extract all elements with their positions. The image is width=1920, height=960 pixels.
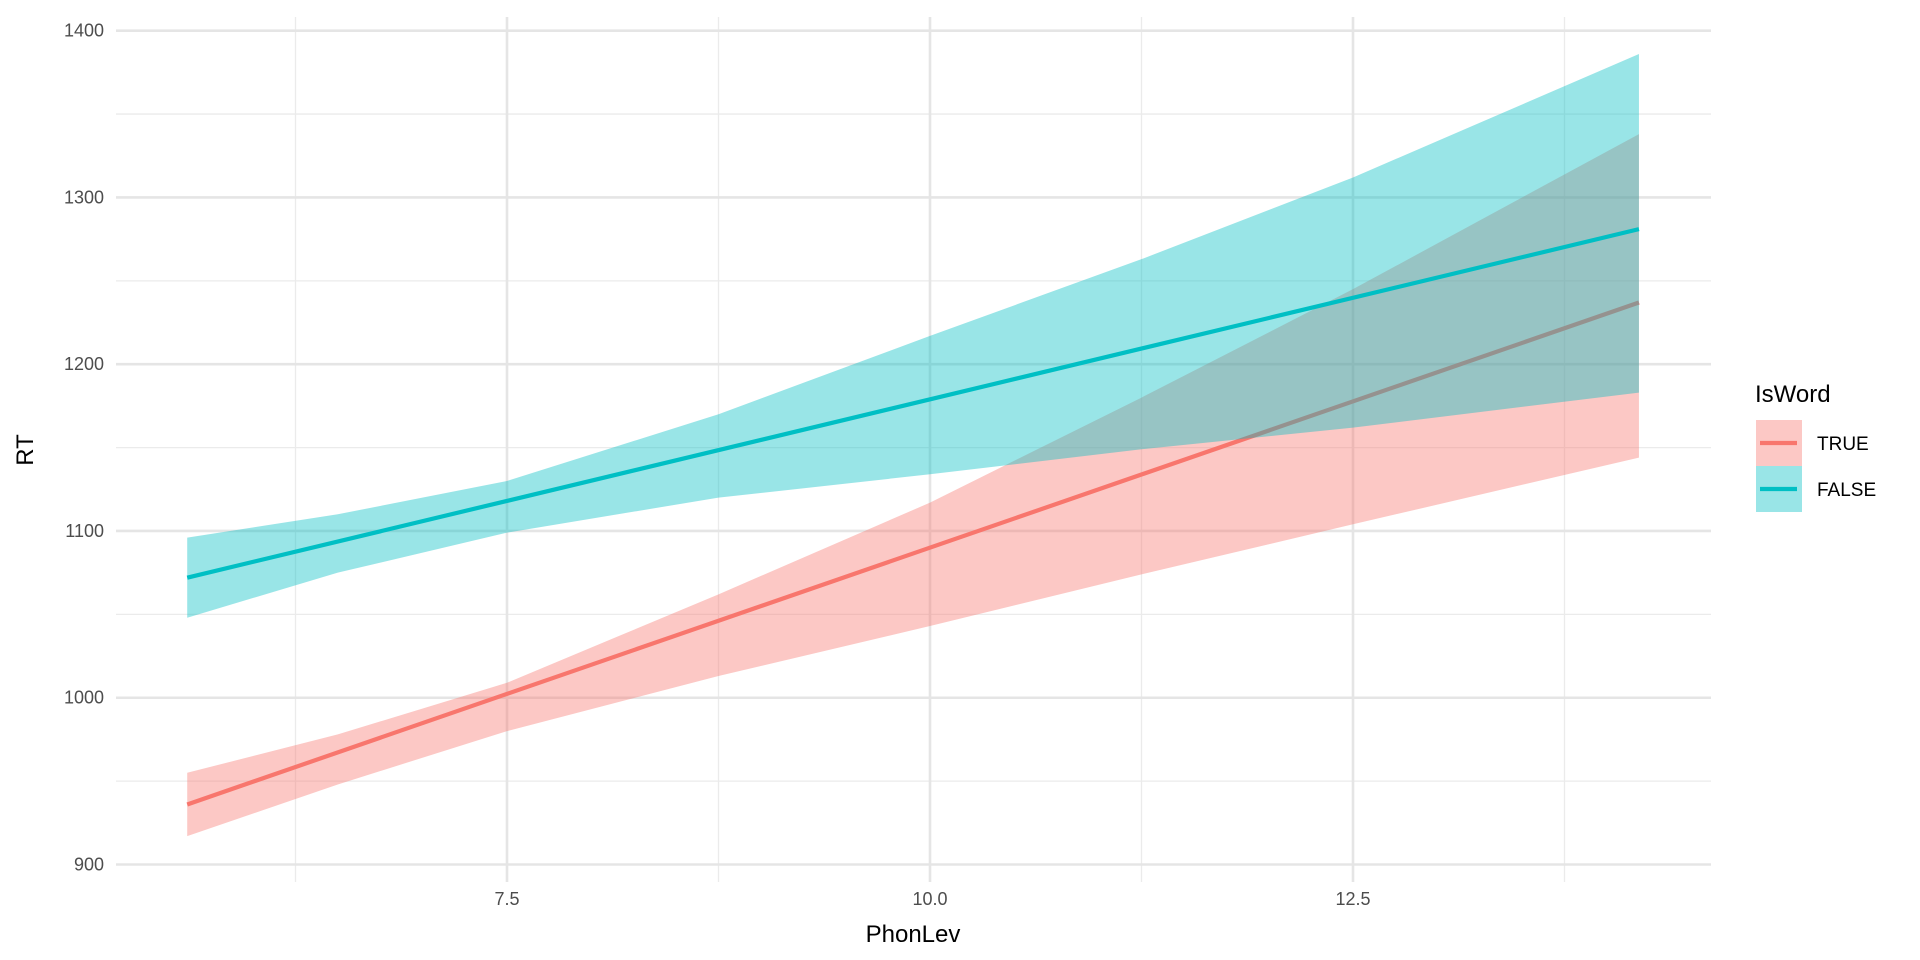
confidence-ribbon-false [187, 54, 1639, 618]
x-tick-label: 12.5 [1335, 889, 1370, 909]
x-tick-label: 10.0 [912, 889, 947, 909]
y-tick-label: 1300 [64, 187, 104, 207]
confidence-ribbon-true [187, 134, 1639, 837]
y-tick-label: 1200 [64, 354, 104, 374]
axis-ticks: 900 1000 1100 1200 1300 1400 7.5 10.0 12.5 [64, 21, 1371, 909]
plot-marks [186, 54, 1640, 837]
fit-line-false [186, 227, 1640, 580]
legend: IsWord TRUE FALSE [1755, 381, 1876, 512]
y-tick-label: 1100 [65, 521, 104, 541]
y-tick-label: 900 [74, 855, 104, 875]
legend-title: IsWord [1755, 381, 1831, 408]
fit-line-true [186, 300, 1640, 807]
y-axis-title: RT [12, 434, 39, 466]
legend-label-false: FALSE [1817, 480, 1876, 501]
legend-label-true: TRUE [1817, 434, 1869, 455]
y-tick-label: 1400 [64, 21, 104, 41]
y-tick-label: 1000 [64, 688, 104, 708]
x-axis-title: PhonLev [866, 921, 961, 948]
x-tick-label: 7.5 [494, 889, 519, 909]
